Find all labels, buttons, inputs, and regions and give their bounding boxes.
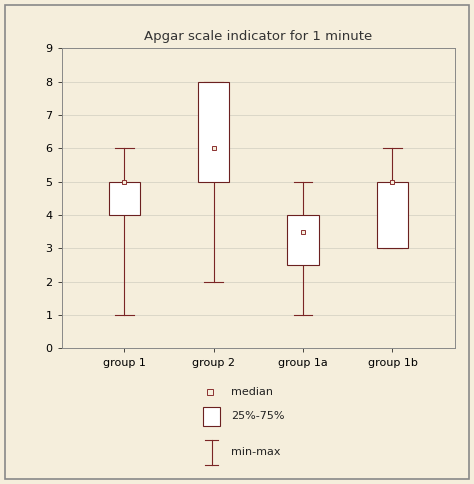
Text: 25%-75%: 25%-75% xyxy=(231,411,284,421)
Title: Apgar scale indicator for 1 minute: Apgar scale indicator for 1 minute xyxy=(144,30,373,43)
Bar xyxy=(109,182,140,215)
Bar xyxy=(377,182,408,248)
Bar xyxy=(287,215,319,265)
Text: median: median xyxy=(231,387,273,397)
Text: min-max: min-max xyxy=(231,447,281,457)
Bar xyxy=(198,82,229,182)
Bar xyxy=(203,407,220,426)
